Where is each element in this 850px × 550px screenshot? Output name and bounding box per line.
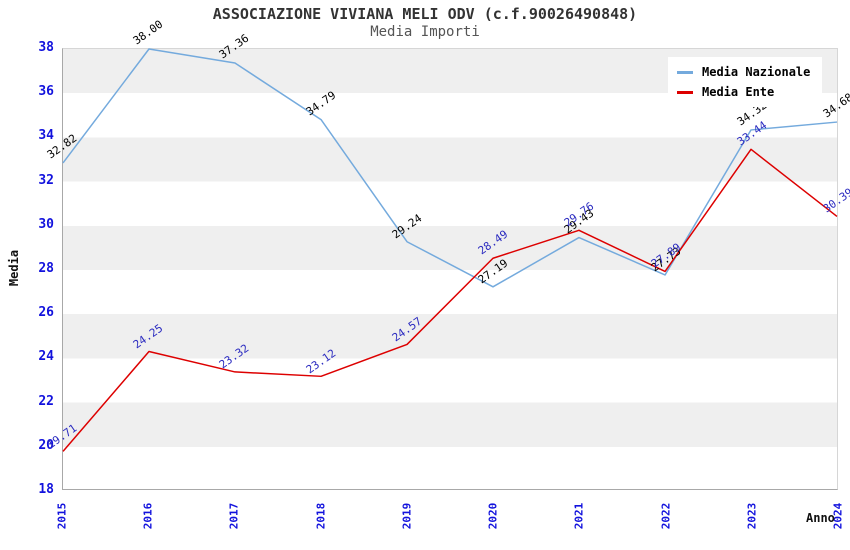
x-tick-label: 2020 (486, 502, 500, 530)
legend-label-nazionale: Media Nazionale (702, 65, 811, 79)
y-tick-label: 22 (38, 393, 54, 409)
legend-swatch-ente-icon (677, 90, 693, 94)
chart-subtitle: Media Importi (370, 24, 480, 40)
y-tick-label: 20 (38, 437, 54, 453)
y-tick-label: 30 (38, 216, 54, 232)
series-line-media-nazionale (62, 48, 838, 288)
x-axis-title: Anno (806, 511, 835, 525)
x-tick-label: 2015 (55, 502, 69, 530)
y-tick-label: 24 (38, 349, 54, 365)
y-tick-label: 36 (38, 84, 54, 100)
y-tick-label: 28 (38, 261, 54, 276)
x-tick-label: 2016 (141, 502, 155, 530)
legend-swatch-nazionale-icon (677, 70, 693, 74)
chart-title: ASSOCIAZIONE VIVIANA MELI ODV (c.f.90026… (212, 5, 638, 23)
legend-label-ente: Media Ente (702, 85, 775, 99)
x-tick-label: 2017 (227, 502, 241, 530)
x-tick-label: 2019 (400, 502, 414, 530)
y-tick-label: 34 (38, 128, 54, 144)
x-tick-label: 2022 (659, 502, 673, 530)
y-tick-label: 32 (38, 172, 54, 188)
plot-area (62, 48, 838, 490)
x-tick-label: 2018 (314, 502, 328, 530)
x-tick-label: 2021 (572, 502, 586, 530)
legend: Media Nazionale Media Ente (668, 57, 823, 107)
legend-item-media-ente: Media Ente (677, 82, 810, 102)
series-lines (62, 48, 838, 452)
legend-item-media-nazionale: Media Nazionale (677, 62, 810, 82)
x-tick-label: 2023 (745, 502, 759, 530)
y-tick-label: 38 (38, 40, 54, 55)
y-axis-title: Media (7, 249, 21, 287)
y-tick-label: 26 (38, 305, 54, 321)
y-tick-label: 18 (38, 482, 54, 497)
series-line-media-ente (62, 148, 838, 452)
